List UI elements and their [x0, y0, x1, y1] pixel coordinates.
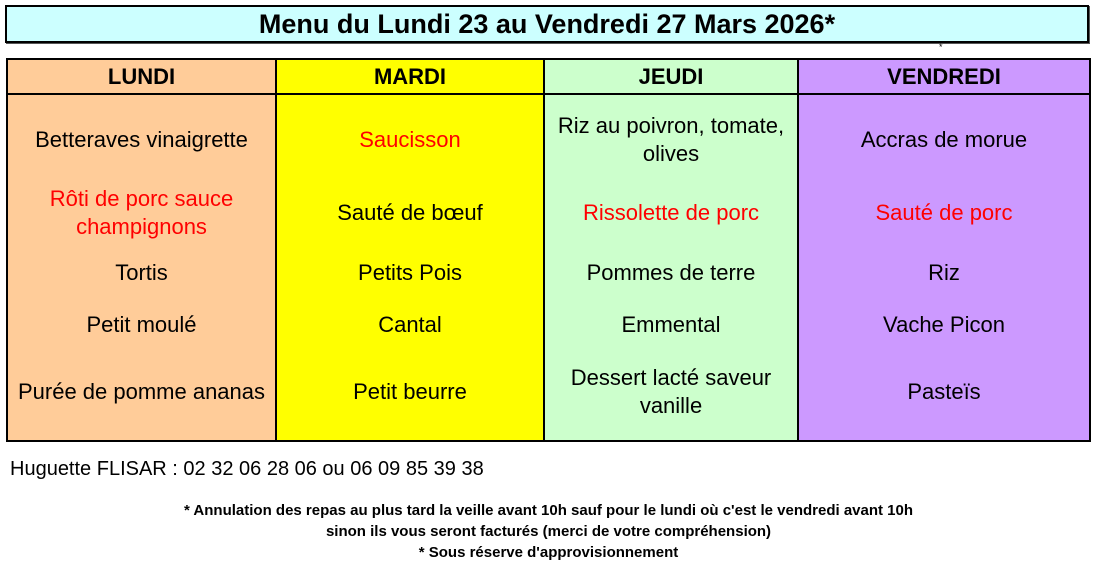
menu-item: Pommes de terre: [586, 260, 756, 285]
menu-item: Cantal: [378, 312, 442, 337]
menu-item: Vache Picon: [883, 312, 1005, 337]
menu-item: Saucisson: [359, 127, 461, 152]
menu-item: Sauté de porc: [875, 200, 1013, 225]
menu-item: Riz: [928, 260, 960, 285]
menu-table: LUNDI Betteraves vinaigrette Rôti de porc …: [6, 58, 1091, 442]
column-vendredi: VENDREDI Accras de morue Sauté de porc Riz V…: [799, 60, 1089, 440]
menu-item: Dessert lacté saveur vanille: [570, 365, 772, 418]
menu-item: Sauté de bœuf: [337, 200, 483, 225]
menu-item: Tortis: [115, 260, 168, 285]
day-header: JEUDI: [545, 60, 797, 95]
menu-item: Petit moulé: [86, 312, 197, 337]
menu-item: Rôti de porc sauce champignons: [49, 186, 234, 239]
footnote: * Sous réserve d'approvisionnement: [418, 544, 679, 561]
menu-title: Menu du Lundi 23 au Vendredi 27 Mars 202…: [5, 5, 1089, 43]
menu-item: Rissolette de porc: [582, 200, 760, 225]
menu-item: Purée de pomme ananas: [17, 379, 266, 404]
footnotes: * Annulation des repas au plus tard la v…: [0, 500, 1097, 563]
day-header: VENDREDI: [799, 60, 1089, 95]
menu-item: Emmental: [621, 312, 721, 337]
menu-item: Petit beurre: [353, 379, 467, 404]
menu-item: Accras de morue: [860, 127, 1028, 152]
footnote: sinon ils vous seront facturés (merci de…: [325, 523, 772, 540]
day-header: LUNDI: [8, 60, 275, 95]
column-lundi: LUNDI Betteraves vinaigrette Rôti de porc …: [8, 60, 277, 440]
footnote: * Annulation des repas au plus tard la v…: [183, 502, 914, 519]
menu-item: Petits Pois: [358, 260, 462, 285]
menu-item: Riz au poivron, tomate, olives: [557, 113, 785, 166]
column-mardi: MARDI Saucisson Sauté de bœuf Petits Pois Ca…: [277, 60, 545, 440]
menu-item: Pasteïs: [907, 379, 981, 404]
contact-info: Huguette FLISAR : 02 32 06 28 06 ou 06 0…: [10, 458, 484, 480]
menu-item: Betteraves vinaigrette: [35, 127, 248, 152]
column-jeudi: JEUDI Riz au poivron, tomate, olives Risso…: [545, 60, 799, 440]
asterisk-mark: *: [939, 42, 943, 52]
day-header: MARDI: [277, 60, 543, 95]
